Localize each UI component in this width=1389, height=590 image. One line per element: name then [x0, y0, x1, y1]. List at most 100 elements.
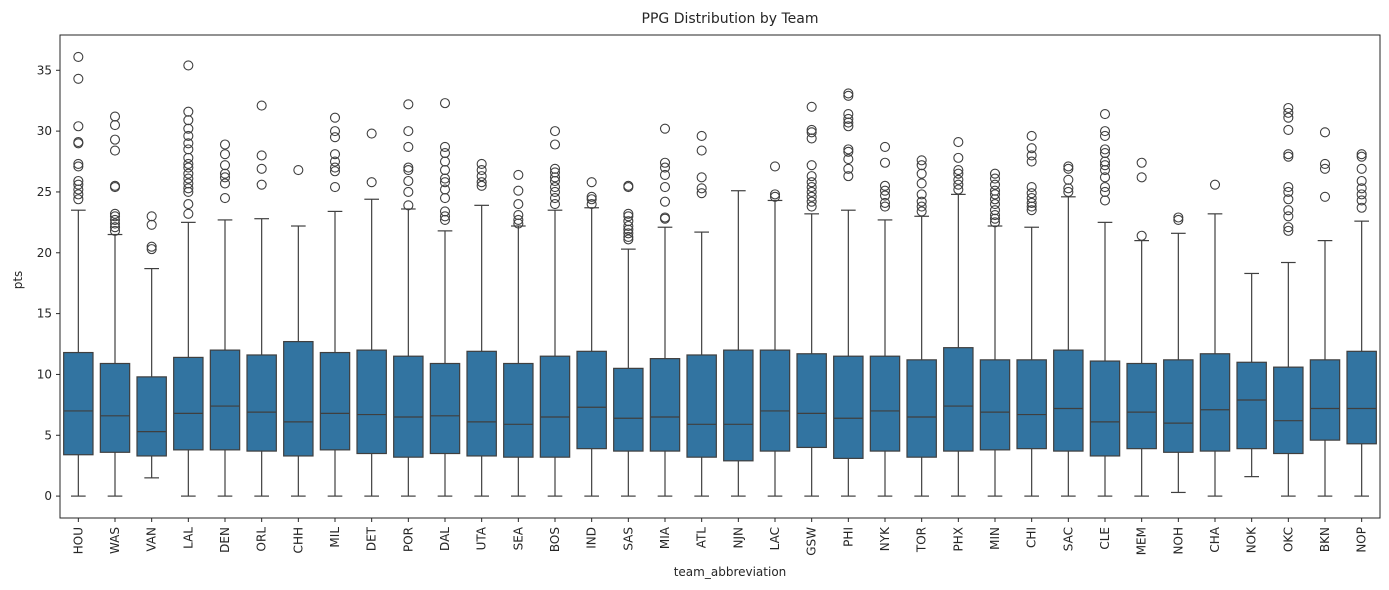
box-ind	[576, 177, 607, 497]
outlier-point	[806, 186, 817, 197]
outlier-point	[989, 185, 1001, 196]
outlier-point	[1356, 195, 1367, 206]
x-tick-label: OKC	[1281, 527, 1295, 552]
outlier-point	[623, 180, 634, 191]
iqr-box	[1236, 361, 1267, 450]
x-tick-label: TOR	[915, 527, 929, 553]
outlier-point	[1136, 172, 1147, 183]
outlier-point	[1283, 225, 1294, 236]
outlier-point	[696, 183, 707, 194]
outlier-point	[183, 158, 194, 170]
outlier-point	[953, 137, 964, 148]
x-tick-label: SEA	[511, 526, 525, 550]
outlier-point	[1173, 214, 1184, 225]
outlier-point	[769, 191, 781, 202]
outlier-point	[293, 164, 304, 176]
outlier-point	[1319, 158, 1331, 170]
outlier-point	[329, 149, 341, 160]
iqr-box	[1126, 362, 1157, 450]
outlier-point	[1283, 194, 1294, 205]
outlier-point	[1283, 222, 1294, 233]
outlier-point	[1026, 130, 1037, 142]
outlier-point	[916, 178, 927, 189]
outlier-point	[1099, 130, 1111, 142]
outlier-point	[989, 205, 1001, 216]
outlier-point	[109, 145, 121, 156]
outlier-point	[989, 168, 1001, 179]
iqr-box	[576, 350, 607, 450]
outlier-point	[1063, 174, 1074, 185]
iqr-box	[466, 350, 497, 457]
y-tick-label: 5	[44, 428, 52, 442]
box-was	[99, 111, 131, 497]
outlier-point	[146, 244, 157, 255]
iqr-box	[539, 355, 571, 458]
box-nok	[1236, 272, 1267, 478]
outlier-point	[1283, 186, 1294, 197]
outlier-point	[476, 171, 487, 182]
box-mem	[1126, 157, 1157, 497]
plot-area	[63, 51, 1377, 497]
outlier-point	[586, 191, 597, 202]
outlier-point	[219, 178, 231, 189]
iqr-box	[429, 362, 461, 455]
outlier-point	[1026, 143, 1037, 154]
iqr-box	[1346, 350, 1377, 445]
x-tick-label: NJN	[731, 527, 745, 549]
x-tick-label: MEM	[1135, 527, 1149, 555]
box-nop	[1346, 149, 1377, 497]
outlier-point	[73, 194, 84, 205]
outlier-point	[513, 185, 524, 196]
box-njn	[723, 190, 754, 497]
outlier-point	[439, 184, 451, 195]
outlier-point	[806, 177, 817, 188]
box-orl	[246, 100, 277, 497]
outlier-point	[953, 168, 964, 179]
y-tick-label: 10	[37, 367, 52, 381]
iqr-box	[173, 356, 204, 451]
outlier-point	[329, 182, 341, 193]
y-tick-label: 0	[44, 489, 52, 503]
outlier-point	[1319, 191, 1331, 202]
outlier-point	[513, 210, 524, 221]
outlier-point	[696, 172, 707, 183]
outlier-point	[623, 234, 634, 245]
outlier-point	[183, 106, 194, 117]
outlier-point	[989, 173, 1001, 184]
iqr-box	[319, 351, 351, 451]
outlier-point	[843, 90, 854, 101]
iqr-box	[833, 355, 864, 459]
outlier-point	[329, 166, 341, 177]
y-tick-label: 15	[37, 307, 52, 321]
outlier-point	[183, 162, 194, 173]
outlier-point	[623, 231, 634, 243]
x-tick-label: UTA	[475, 526, 489, 550]
outlier-point	[1026, 197, 1037, 208]
outlier-point	[989, 199, 1001, 210]
outlier-point	[329, 156, 341, 167]
outlier-point	[1283, 107, 1294, 118]
outlier-point	[183, 173, 194, 184]
outlier-point	[439, 141, 451, 152]
outlier-point	[439, 164, 451, 176]
outlier-point	[989, 189, 1001, 200]
outlier-point	[1099, 195, 1111, 206]
outlier-point	[879, 141, 891, 152]
outlier-point	[403, 200, 414, 211]
outlier-point	[916, 201, 927, 212]
outlier-point	[1063, 163, 1074, 174]
outlier-point	[879, 180, 891, 191]
y-tick-label: 35	[37, 63, 52, 77]
outlier-point	[806, 124, 817, 135]
outlier-point	[109, 180, 121, 191]
box-lac	[759, 161, 791, 497]
outlier-point	[439, 192, 451, 204]
outlier-point	[1026, 188, 1037, 199]
iqr-box	[759, 349, 791, 452]
outlier-point	[1099, 160, 1111, 171]
outlier-point	[659, 212, 671, 223]
outlier-point	[1356, 189, 1367, 200]
outlier-point	[109, 134, 121, 145]
outlier-point	[1283, 205, 1294, 216]
outlier-point	[403, 164, 414, 176]
